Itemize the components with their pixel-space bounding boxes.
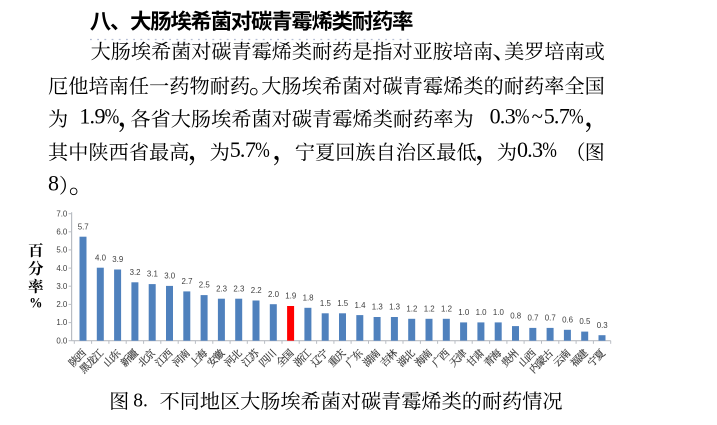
svg-text:1.0: 1.0 xyxy=(476,308,488,317)
svg-text:1.3: 1.3 xyxy=(372,303,384,312)
svg-text:.: . xyxy=(90,104,96,129)
svg-text:7.0: 7.0 xyxy=(56,209,68,218)
svg-text:%: % xyxy=(105,105,120,129)
svg-text:0.5: 0.5 xyxy=(579,317,591,326)
svg-text:2.3: 2.3 xyxy=(216,284,228,293)
svg-text:1.5: 1.5 xyxy=(320,299,332,308)
svg-text:%: % xyxy=(515,105,530,129)
svg-text:%: % xyxy=(542,138,557,162)
svg-text:8.: 8. xyxy=(133,391,148,412)
svg-text:3.1: 3.1 xyxy=(147,270,158,279)
svg-text:6.0: 6.0 xyxy=(56,228,68,237)
svg-text:1: 1 xyxy=(79,104,90,129)
svg-text:3: 3 xyxy=(505,104,516,129)
svg-text:~: ~ xyxy=(532,104,543,129)
svg-text:1.9: 1.9 xyxy=(285,292,297,301)
svg-text:3.2: 3.2 xyxy=(130,268,141,277)
svg-text:1.2: 1.2 xyxy=(406,304,417,313)
svg-text:1.5: 1.5 xyxy=(337,299,349,308)
svg-text:2.5: 2.5 xyxy=(199,281,211,290)
svg-text:0: 0 xyxy=(517,137,528,162)
svg-text:0.8: 0.8 xyxy=(510,312,522,321)
svg-text:0.6: 0.6 xyxy=(562,315,574,324)
svg-text:7: 7 xyxy=(559,104,570,129)
svg-text:2.0: 2.0 xyxy=(268,290,280,299)
svg-text:3.9: 3.9 xyxy=(112,255,124,264)
svg-text:2.7: 2.7 xyxy=(182,277,193,286)
svg-text:7: 7 xyxy=(245,137,256,162)
svg-text:0: 0 xyxy=(490,104,501,129)
svg-text:9: 9 xyxy=(95,104,106,129)
svg-text:0.0: 0.0 xyxy=(56,336,68,345)
svg-text:3: 3 xyxy=(532,137,543,162)
svg-text:%: % xyxy=(29,295,42,312)
svg-text:2.0: 2.0 xyxy=(56,300,68,309)
svg-text:2.2: 2.2 xyxy=(251,286,262,295)
svg-text:4.0: 4.0 xyxy=(56,264,68,273)
svg-text:.: . xyxy=(527,137,533,162)
svg-text:1.0: 1.0 xyxy=(493,308,505,317)
svg-text:5: 5 xyxy=(544,104,555,129)
svg-text:1.2: 1.2 xyxy=(441,304,452,313)
svg-text:2.3: 2.3 xyxy=(233,284,245,293)
svg-text:3.0: 3.0 xyxy=(164,272,176,281)
svg-text:1.2: 1.2 xyxy=(424,304,435,313)
svg-text:5.7: 5.7 xyxy=(78,222,89,231)
svg-text:.: . xyxy=(240,137,246,162)
svg-text:8: 8 xyxy=(48,170,59,195)
svg-text:1.3: 1.3 xyxy=(389,303,401,312)
svg-text:5: 5 xyxy=(230,137,241,162)
svg-text:.: . xyxy=(554,104,560,129)
svg-text:0.7: 0.7 xyxy=(528,314,539,323)
svg-text:1.8: 1.8 xyxy=(303,293,315,302)
svg-text:4.0: 4.0 xyxy=(95,253,107,262)
svg-text:0.7: 0.7 xyxy=(545,314,556,323)
svg-text:%: % xyxy=(569,105,584,129)
svg-text:1.0: 1.0 xyxy=(458,308,470,317)
svg-text:1.4: 1.4 xyxy=(355,301,367,310)
svg-text:5.0: 5.0 xyxy=(56,246,68,255)
svg-text:0.3: 0.3 xyxy=(597,321,609,330)
svg-text:1.0: 1.0 xyxy=(56,318,68,327)
svg-text:%: % xyxy=(255,138,270,162)
svg-text:.: . xyxy=(500,104,506,129)
svg-text:3.0: 3.0 xyxy=(56,282,68,291)
